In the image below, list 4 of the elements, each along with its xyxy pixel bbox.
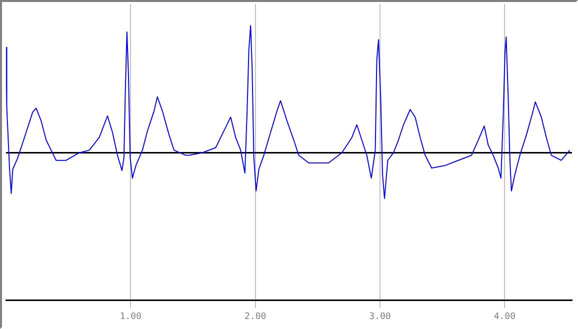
x-tick-label: 4.00 bbox=[494, 312, 516, 322]
x-tick-label: 1.00 bbox=[120, 312, 142, 322]
x-tick-label: 2.00 bbox=[244, 312, 266, 322]
x-tick-label: 3.00 bbox=[369, 312, 391, 322]
